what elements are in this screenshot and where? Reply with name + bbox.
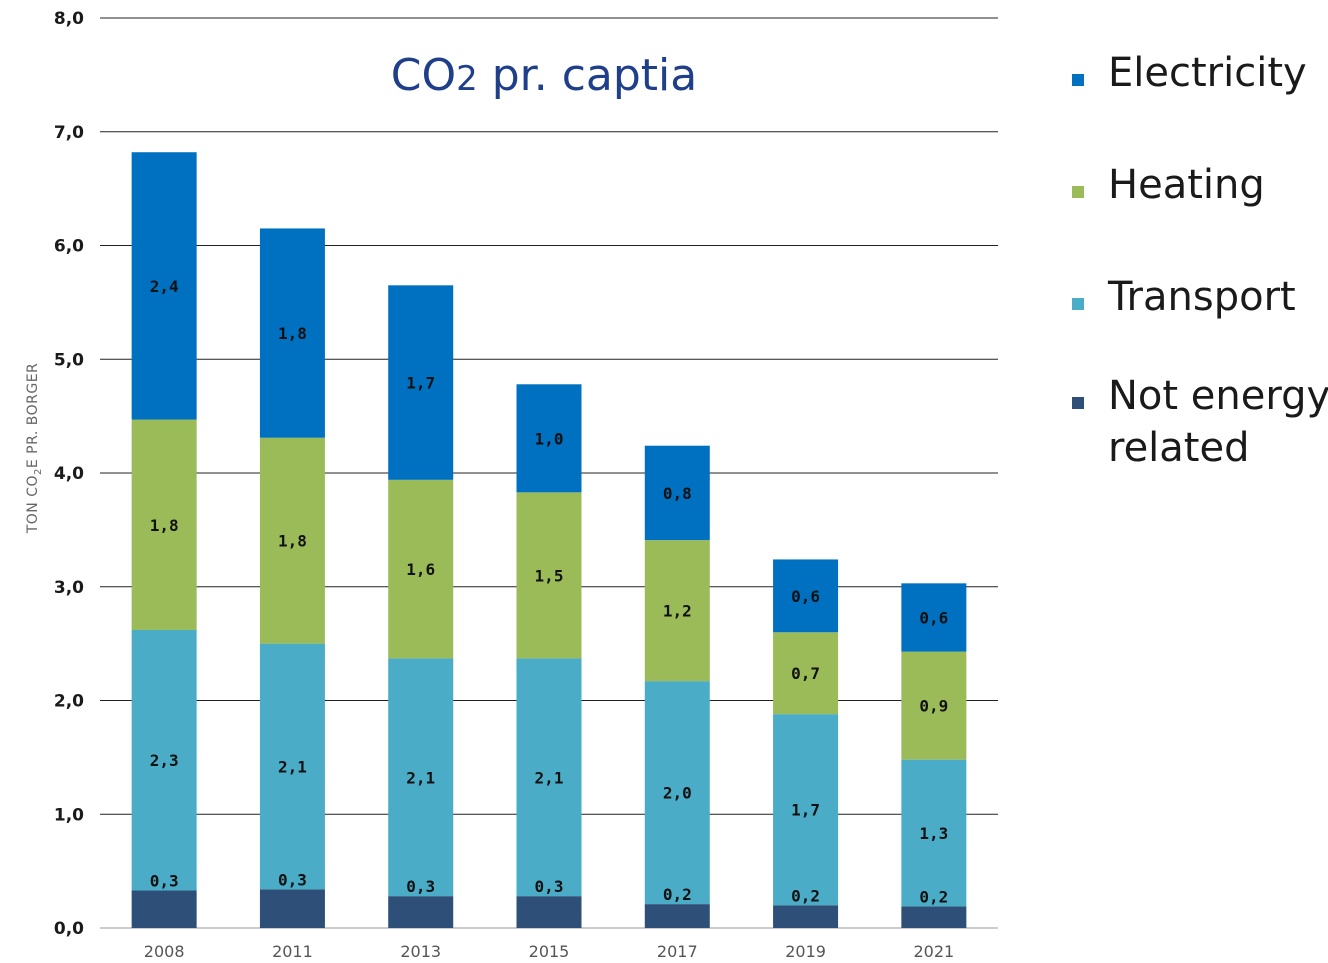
data-label: 0,8: [663, 484, 692, 503]
data-label: 0,2: [791, 886, 820, 905]
bar-segment: [131, 152, 197, 420]
x-tick-label: 2017: [657, 942, 698, 961]
bar-segment: [644, 445, 710, 541]
bar-segment: [644, 904, 710, 928]
chart-title-sub: 2: [456, 59, 478, 99]
data-label: 0,2: [663, 885, 692, 904]
data-label: 0,3: [535, 877, 564, 896]
y-tick-label: 2,0: [54, 692, 84, 712]
data-label: 2,4: [150, 277, 179, 296]
data-label: 2,1: [535, 768, 564, 787]
bar-segment: [901, 583, 967, 652]
legend-label: Not energy: [1108, 373, 1328, 419]
data-label: 1,5: [535, 566, 564, 585]
bar-segment: [259, 643, 325, 890]
y-tick-label: 7,0: [54, 123, 84, 143]
data-label: 2,1: [406, 768, 435, 787]
y-tick-label: 8,0: [54, 9, 84, 29]
bar-segment: [131, 629, 197, 891]
data-label: 1,8: [278, 324, 307, 343]
legend-label: related: [1108, 425, 1249, 471]
bar-segment: [516, 492, 582, 659]
x-tick-label: 2019: [785, 942, 826, 961]
y-tick-label: 6,0: [54, 237, 84, 257]
data-label: 1,8: [278, 532, 307, 551]
chart-title-rest: pr. captia: [478, 50, 697, 101]
bar-segment: [644, 540, 710, 682]
bar-segment: [259, 889, 325, 928]
bar-segment: [388, 658, 454, 897]
legend-swatch: [1072, 397, 1084, 409]
y-tick-label: 4,0: [54, 464, 84, 484]
y-tick-label: 1,0: [54, 805, 84, 825]
bar-segment: [259, 437, 325, 644]
bar-segment: [901, 906, 967, 928]
chart-title: CO2 pr. captia: [391, 50, 697, 101]
data-label: 0,3: [406, 877, 435, 896]
bar-segment: [901, 759, 967, 907]
y-tick-label: 5,0: [54, 350, 84, 370]
legend-swatch: [1072, 74, 1084, 86]
y-tick-label: 0,0: [54, 919, 84, 939]
legend-swatch: [1072, 298, 1084, 310]
x-axis: 2008 2011 2013 2015 2017 2019 2021: [144, 942, 954, 961]
bar-segment: [516, 658, 582, 897]
bar-segment: [259, 228, 325, 438]
bar-segment: [516, 384, 582, 493]
bar-segment: [773, 905, 839, 928]
legend-swatch: [1072, 186, 1084, 198]
x-tick-label: 2015: [529, 942, 570, 961]
data-label: 0,9: [919, 697, 948, 716]
data-label: 0,3: [150, 871, 179, 890]
bar-segment: [388, 896, 454, 928]
bar-segment: [773, 632, 839, 715]
data-label: 1,3: [919, 824, 948, 843]
bars: [131, 152, 967, 928]
x-tick-label: 2011: [272, 942, 313, 961]
x-tick-label: 2013: [400, 942, 441, 961]
data-label: 0,7: [791, 664, 820, 683]
data-label: 1,6: [406, 560, 435, 579]
bar-segment: [388, 479, 454, 659]
data-label: 1,7: [406, 374, 435, 393]
legend-label: Transport: [1107, 274, 1296, 320]
legend-label: Electricity: [1108, 50, 1307, 96]
bar-segment: [131, 419, 197, 630]
data-label: 0,2: [919, 887, 948, 906]
legend: Electricity Heating Transport Not energy rel…: [1072, 50, 1328, 471]
data-labels: 0,3 2,3 1,8 2,4 0,3 2,1 1,8 1,8 0,3 2,1 1,6 1,7 0,3 2…: [150, 277, 949, 907]
data-label: 1,8: [150, 516, 179, 535]
bar-segment: [131, 890, 197, 928]
data-label: 1,7: [791, 801, 820, 820]
data-label: 2,0: [663, 784, 692, 803]
data-label: 0,3: [278, 870, 307, 889]
bar-segment: [644, 681, 710, 905]
bar-segment: [516, 896, 582, 928]
bar-segment: [773, 714, 839, 906]
x-tick-label: 2008: [144, 942, 185, 961]
data-label: 1,2: [663, 602, 692, 621]
bar-segment: [901, 651, 967, 760]
legend-label: Heating: [1108, 162, 1265, 208]
chart-title-main: CO: [391, 50, 456, 101]
data-label: 2,3: [150, 751, 179, 770]
y-axis-label: TON CO2E PR. BORGER: [25, 363, 44, 535]
data-label: 1,0: [535, 429, 564, 448]
x-tick-label: 2021: [913, 942, 954, 961]
y-axis: 0,0 1,0 2,0 3,0 4,0 5,0 6,0 7,0 8,0: [54, 9, 84, 939]
bar-segment: [773, 559, 839, 633]
y-tick-label: 3,0: [54, 578, 84, 598]
bar-segment: [388, 285, 454, 480]
data-label: 2,1: [278, 757, 307, 776]
data-label: 0,6: [919, 608, 948, 627]
data-label: 0,6: [791, 587, 820, 606]
